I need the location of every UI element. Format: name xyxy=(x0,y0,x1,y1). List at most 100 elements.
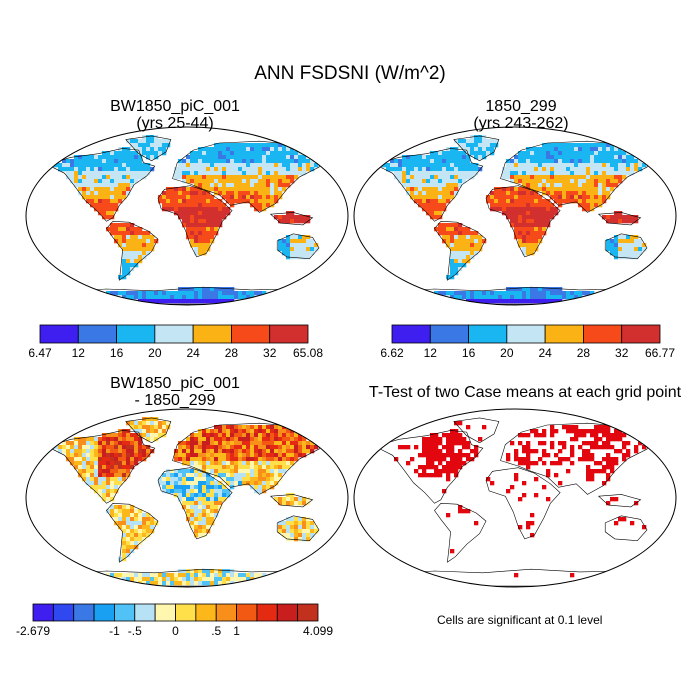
grid-cell xyxy=(426,155,431,160)
grid-cell xyxy=(426,187,431,192)
grid-cell xyxy=(290,433,295,438)
grid-cell xyxy=(126,263,131,268)
grid-cell xyxy=(598,147,603,152)
grid-cell xyxy=(306,159,311,164)
grid-cell xyxy=(234,425,239,430)
colorbar-box xyxy=(73,603,95,622)
grid-cell xyxy=(142,449,147,454)
grid-cell xyxy=(258,469,263,474)
grid-cell xyxy=(298,247,303,252)
grid-cell xyxy=(218,469,223,474)
panel1-title-line2: (yrs 25-44) xyxy=(136,115,214,132)
grid-cell xyxy=(122,263,127,268)
grid-cell xyxy=(306,163,311,168)
grid-cell xyxy=(102,155,107,160)
grid-cell xyxy=(114,469,119,474)
grid-cell xyxy=(506,215,511,220)
grid-cell xyxy=(234,481,239,486)
grid-cell xyxy=(146,433,151,438)
grid-cell xyxy=(178,577,183,582)
grid-cell xyxy=(418,199,423,204)
grid-cell xyxy=(266,477,271,482)
grid-cell xyxy=(222,465,227,470)
grid-cell xyxy=(214,569,219,574)
grid-cell xyxy=(462,179,467,184)
grid-cell xyxy=(610,163,615,168)
grid-cell xyxy=(586,203,591,208)
grid-cell xyxy=(530,203,535,208)
grid-cell xyxy=(454,453,459,458)
grid-cell xyxy=(106,469,111,474)
grid-cell xyxy=(202,251,207,256)
grid-cell xyxy=(130,223,135,228)
grid-cell xyxy=(166,143,171,148)
grid-cell xyxy=(114,513,119,518)
grid-cell xyxy=(294,239,299,244)
grid-cell xyxy=(606,453,611,458)
grid-cell xyxy=(162,429,167,434)
grid-cell xyxy=(586,473,591,478)
grid-cell xyxy=(454,295,459,300)
grid-cell xyxy=(142,171,147,176)
grid-cell xyxy=(210,577,215,582)
grid-cell xyxy=(182,179,187,184)
grid-cell xyxy=(166,139,171,144)
grid-cell xyxy=(98,171,103,176)
grid-cell xyxy=(454,441,459,446)
grid-cell xyxy=(82,183,87,188)
grid-cell xyxy=(574,199,579,204)
grid-cell xyxy=(558,179,563,184)
grid-cell xyxy=(578,155,583,160)
grid-cell xyxy=(534,207,539,212)
grid-cell xyxy=(210,207,215,212)
grid-cell xyxy=(190,203,195,208)
grid-cell xyxy=(198,223,203,228)
grid-cell xyxy=(138,525,143,530)
grid-cell xyxy=(210,569,215,574)
grid-cell xyxy=(146,429,151,434)
grid-cell xyxy=(278,239,283,244)
grid-cell xyxy=(422,175,427,180)
grid-cell xyxy=(202,215,207,220)
grid-cell xyxy=(118,505,123,510)
grid-cell xyxy=(194,437,199,442)
grid-cell xyxy=(286,465,291,470)
grid-cell xyxy=(506,159,511,164)
grid-cell xyxy=(458,143,463,148)
grid-cell xyxy=(150,421,155,426)
grid-cell xyxy=(466,295,471,300)
grid-cell xyxy=(146,417,151,422)
coastline-south-america xyxy=(434,502,487,563)
grid-cell xyxy=(142,291,147,296)
grid-cell xyxy=(230,147,235,152)
grid-cell xyxy=(154,425,159,430)
grid-cell xyxy=(298,215,303,220)
grid-cell xyxy=(446,437,451,442)
grid-cell xyxy=(234,179,239,184)
grid-cell xyxy=(186,155,191,160)
grid-cell xyxy=(114,207,119,212)
grid-cell xyxy=(278,191,283,196)
grid-cell xyxy=(450,255,455,260)
grid-cell xyxy=(258,159,263,164)
grid-cell xyxy=(302,497,307,502)
grid-cell xyxy=(118,231,123,236)
grid-cell xyxy=(434,199,439,204)
grid-cell xyxy=(526,231,531,236)
grid-cell xyxy=(210,227,215,232)
grid-cell xyxy=(206,441,211,446)
grid-cell xyxy=(210,449,215,454)
grid-cell xyxy=(306,533,311,538)
grid-cell xyxy=(602,429,607,434)
grid-cell xyxy=(226,299,231,304)
grid-cell xyxy=(110,191,115,196)
grid-cell xyxy=(286,171,291,176)
grid-cell xyxy=(614,449,619,454)
grid-cell xyxy=(106,441,111,446)
grid-cell xyxy=(186,461,191,466)
grid-cell xyxy=(562,175,567,180)
grid-cell xyxy=(254,147,259,152)
grid-cell xyxy=(470,231,475,236)
grid-cell xyxy=(142,139,147,144)
grid-cell xyxy=(98,481,103,486)
